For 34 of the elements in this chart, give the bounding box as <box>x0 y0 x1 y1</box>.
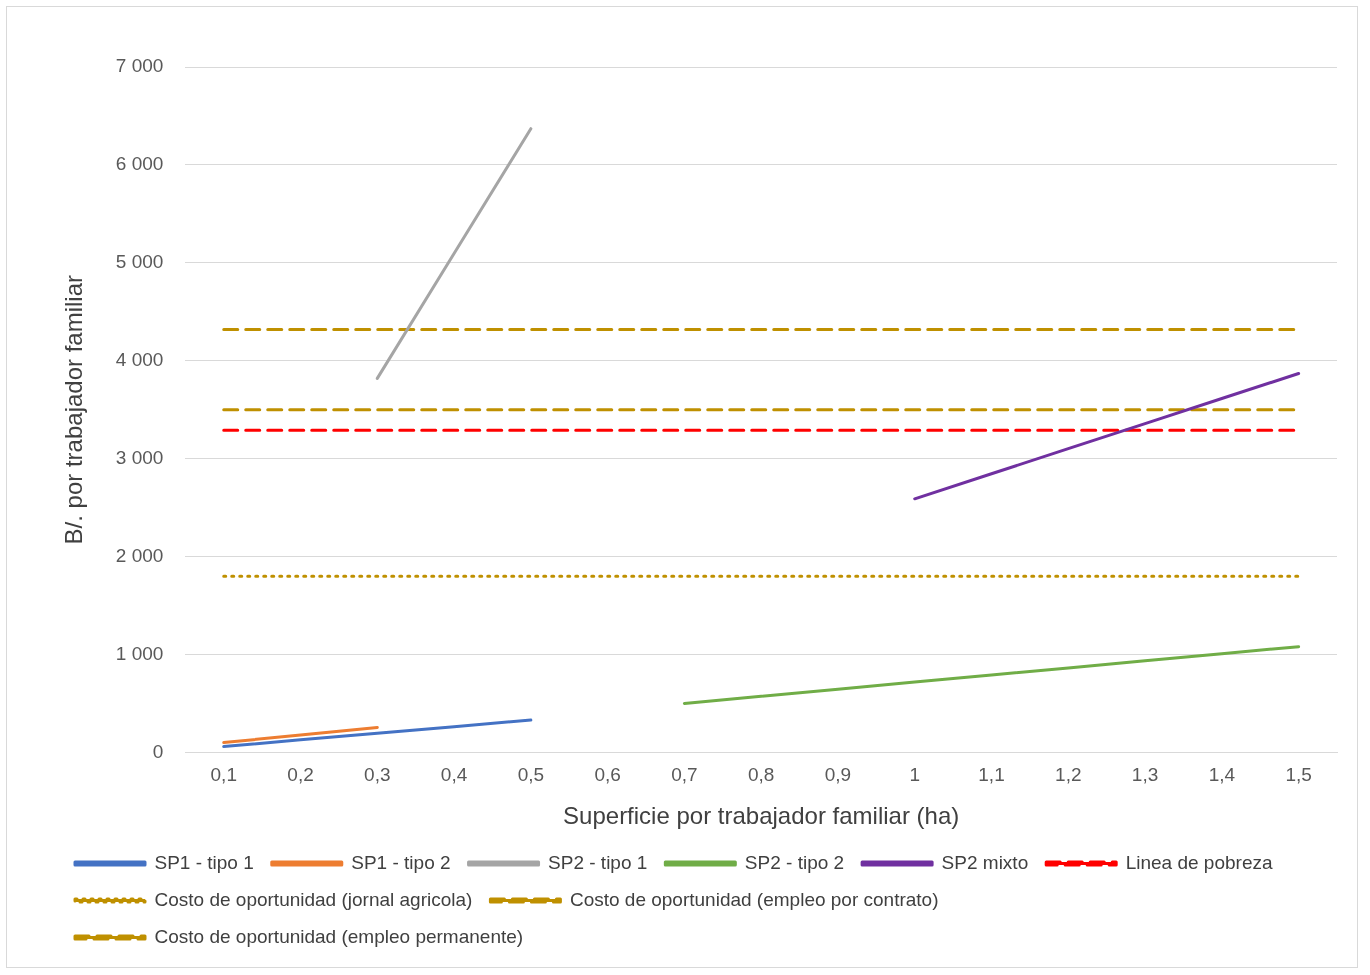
x-tick-label: 0,6 <box>594 764 621 786</box>
legend-label: SP1 - tipo 2 <box>351 851 451 873</box>
y-tick-label: 2 000 <box>115 544 164 566</box>
y-tick-label: 7 000 <box>115 55 164 77</box>
y-tick-label: 4 000 <box>115 348 164 370</box>
legend-label: Costo de oportunidad (empleo por contrato) <box>569 888 939 910</box>
x-tick-label: 1 <box>909 764 921 786</box>
x-tick-label: 0,3 <box>364 764 391 786</box>
x-tick-label: 0,9 <box>824 764 852 786</box>
x-tick-label: 1,2 <box>1055 764 1082 786</box>
y-tick-label: 1 000 <box>115 642 164 664</box>
x-tick-label: 0,4 <box>440 764 468 786</box>
x-tick-label: 1,5 <box>1285 764 1312 786</box>
x-tick-label: 1,1 <box>978 764 1005 786</box>
x-tick-label: 1,3 <box>1131 764 1159 786</box>
x-tick-label: 0,2 <box>287 764 314 786</box>
y-tick-label: 5 000 <box>115 251 164 273</box>
x-axis-title: Superficie por trabajador familiar (ha) <box>563 802 960 830</box>
legend-label: SP2 - tipo 2 <box>744 851 845 873</box>
x-tick-label: 0,1 <box>210 764 237 786</box>
legend-label: Linea de pobreza <box>1125 851 1273 873</box>
x-tick-label: 0,8 <box>747 764 775 786</box>
legend-label: SP2 mixto <box>941 851 1029 873</box>
x-tick-label: 1,4 <box>1208 764 1236 786</box>
y-tick-label: 6 000 <box>115 153 164 175</box>
y-axis-title: B/. por trabajador familiar <box>60 274 88 545</box>
legend-label: SP2 - tipo 1 <box>548 851 648 873</box>
legend-label: SP1 - tipo 1 <box>154 851 254 873</box>
x-tick-label: 0,5 <box>517 764 545 786</box>
y-tick-label: 3 000 <box>115 446 164 468</box>
x-tick-label: 0,7 <box>671 764 698 786</box>
legend-label: Costo de oportunidad (jornal agricola) <box>154 888 473 910</box>
y-tick-label: 0 <box>152 740 164 762</box>
legend-label: Costo de oportunidad (empleo permanente) <box>154 925 524 947</box>
